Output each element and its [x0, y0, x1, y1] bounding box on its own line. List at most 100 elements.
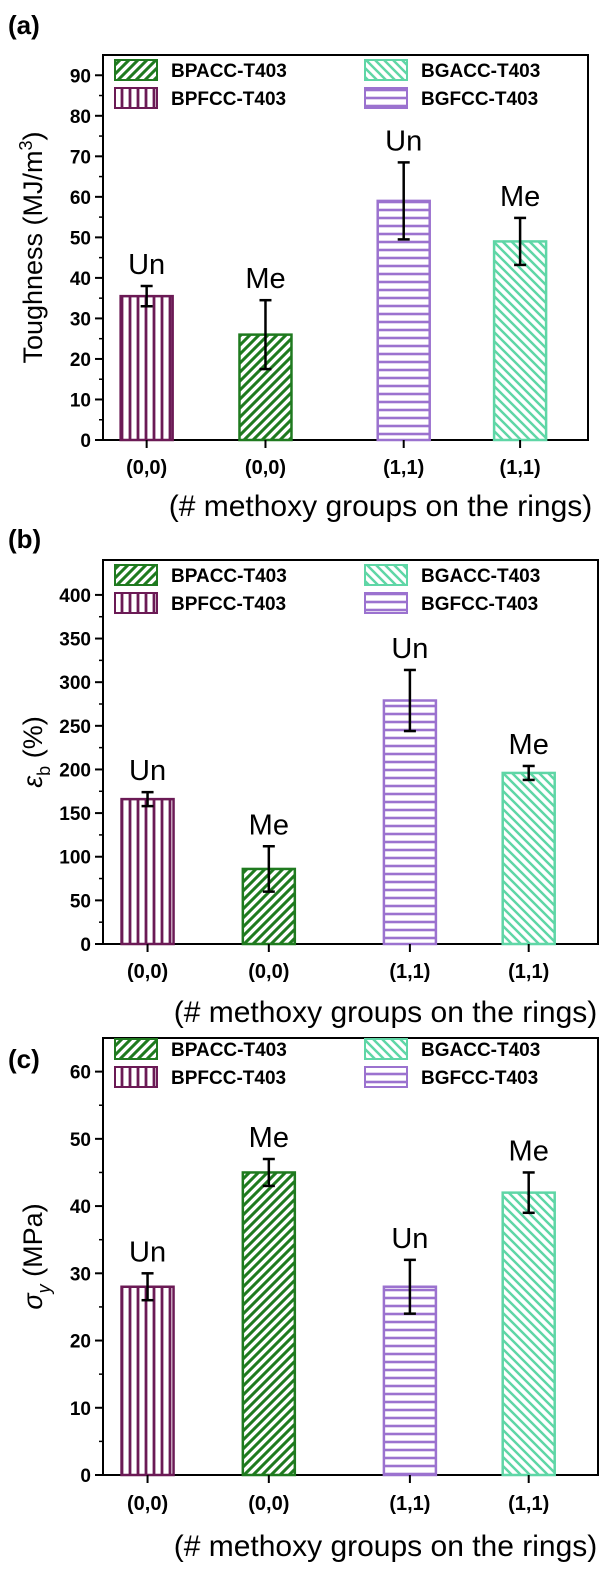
bar-BGFCC-T403: [382, 1285, 438, 1477]
legend-label: BPACC-T403: [171, 1040, 287, 1061]
legend-item: BPFCC-T403: [114, 87, 286, 110]
plot-frame: [102, 1037, 599, 1476]
y-tick-label: 250: [59, 717, 91, 738]
legend-item: BGACC-T403: [364, 564, 540, 587]
legend-swatch: [114, 1066, 158, 1088]
y-tick-label: 150: [59, 804, 91, 825]
legend-label: BPACC-T403: [171, 61, 287, 82]
x-tick-label: (0,0): [127, 961, 168, 983]
panel-label: (b): [8, 524, 41, 554]
panel-label: (c): [8, 1044, 40, 1074]
y-tick-label: 50: [70, 891, 91, 912]
bar-annotation: Un: [391, 633, 428, 665]
bar-BGACC-T403: [492, 240, 548, 442]
x-tick-label: (0,0): [127, 1493, 168, 1515]
y-tick-label: 20: [70, 350, 91, 371]
bar-annotation: Un: [129, 1236, 166, 1268]
bar-BPACC-T403: [241, 1171, 297, 1477]
y-tick-label: 80: [70, 107, 91, 128]
bar-BPFCC-T403: [119, 294, 174, 442]
bar-BGACC-T403: [501, 771, 556, 946]
y-axis-label: Toughness (MJ/m3): [16, 131, 48, 363]
y-tick-label: 30: [70, 1264, 91, 1285]
legend-swatch: [364, 1066, 408, 1088]
legend-label: BGFCC-T403: [421, 89, 538, 110]
legend-item: BGFCC-T403: [364, 87, 538, 110]
y-tick-label: 350: [59, 630, 91, 651]
legend-swatch: [114, 1038, 158, 1060]
y-tick-label: 40: [70, 269, 91, 290]
legend-label: BGFCC-T403: [421, 594, 538, 615]
bar-annotation: Un: [391, 1223, 428, 1255]
chart-panel-2: (b) 0 50 100 150 200 250 300 350 400 εb (%) Un (0,0)…: [8, 524, 599, 1029]
x-tick-label: (0,0): [126, 457, 167, 479]
legend-label: BGACC-T403: [421, 1040, 540, 1061]
plot-frame: [102, 54, 589, 441]
x-tick-label: (1,1): [500, 457, 541, 479]
legend-swatch: [364, 592, 408, 614]
y-tick-label: 0: [80, 935, 91, 956]
y-axis-label: σy (MPa): [18, 1203, 54, 1309]
y-tick-label: 400: [59, 586, 91, 607]
legend-item: BGACC-T403: [364, 59, 540, 82]
legend-item: BGFCC-T403: [364, 592, 538, 615]
legend-label: BPACC-T403: [171, 566, 287, 587]
x-tick-label: (0,0): [248, 1493, 289, 1515]
y-tick-label: 100: [59, 848, 91, 869]
y-tick-label: 0: [80, 1466, 91, 1487]
bar-annotation: Me: [500, 181, 540, 213]
legend-label: BPFCC-T403: [171, 89, 286, 110]
x-tick-label: (1,1): [508, 961, 549, 983]
bar-annotation: Me: [509, 1135, 549, 1167]
y-tick-label: 0: [80, 431, 91, 452]
legend-item: BPFCC-T403: [114, 1066, 286, 1089]
y-tick-label: 50: [70, 1130, 91, 1151]
bar-annotation: Un: [385, 125, 422, 157]
y-tick-label: 60: [70, 1063, 91, 1084]
y-tick-label: 200: [59, 760, 91, 781]
legend-item: BPACC-T403: [114, 564, 287, 587]
plot-frame: [102, 559, 599, 945]
legend-swatch: [364, 1038, 408, 1060]
legend-swatch: [114, 59, 158, 81]
x-tick-label: (0,0): [245, 457, 286, 479]
bar-BGACC-T403: [501, 1191, 556, 1477]
bar-BPFCC-T403: [120, 1285, 175, 1477]
y-tick-label: 10: [70, 1399, 91, 1420]
y-tick-label: 40: [70, 1197, 91, 1218]
x-axis-label: (# methoxy groups on the rings): [174, 996, 598, 1029]
x-tick-label: (0,0): [248, 961, 289, 983]
bar-BPFCC-T403: [120, 797, 175, 946]
bar-BGFCC-T403: [382, 699, 438, 946]
panel-label: (a): [8, 10, 40, 40]
legend-swatch: [364, 59, 408, 81]
chart-panel-1: (a) 0 10 20 30 40 50 60 70 80 90 Toughness (MJ/m3) U…: [8, 10, 592, 523]
chart-panel-3: (c) 0 10 20 30 40 50 60 σy (MPa) Un (0,0) Me (0,0) Un…: [8, 1037, 599, 1563]
bar-annotation: Me: [249, 809, 289, 841]
bar-annotation: Me: [509, 729, 549, 761]
legend-label: BGACC-T403: [421, 566, 540, 587]
y-tick-label: 30: [70, 309, 91, 330]
legend-label: BGACC-T403: [421, 61, 540, 82]
y-tick-label: 20: [70, 1332, 91, 1353]
legend-swatch: [114, 564, 158, 586]
legend-swatch: [114, 592, 158, 614]
x-axis-label: (# methoxy groups on the rings): [169, 490, 593, 523]
bar-annotation: Me: [249, 1122, 289, 1154]
legend-item: BPACC-T403: [114, 1038, 287, 1061]
y-axis-label: εb (%): [18, 716, 54, 787]
x-tick-label: (1,1): [389, 1493, 430, 1515]
legend-item: BPACC-T403: [114, 59, 287, 82]
bar-annotation: Un: [129, 755, 166, 787]
x-tick-label: (1,1): [383, 457, 424, 479]
x-tick-label: (1,1): [508, 1493, 549, 1515]
x-axis-label: (# methoxy groups on the rings): [174, 1530, 598, 1563]
legend-item: BPFCC-T403: [114, 592, 286, 615]
x-tick-label: (1,1): [389, 961, 430, 983]
y-tick-label: 50: [70, 228, 91, 249]
bar-annotation: Un: [128, 249, 165, 281]
legend-item: BGACC-T403: [364, 1038, 540, 1061]
legend-label: BGFCC-T403: [421, 1068, 538, 1089]
legend-label: BPFCC-T403: [171, 594, 286, 615]
y-tick-label: 90: [70, 66, 91, 87]
